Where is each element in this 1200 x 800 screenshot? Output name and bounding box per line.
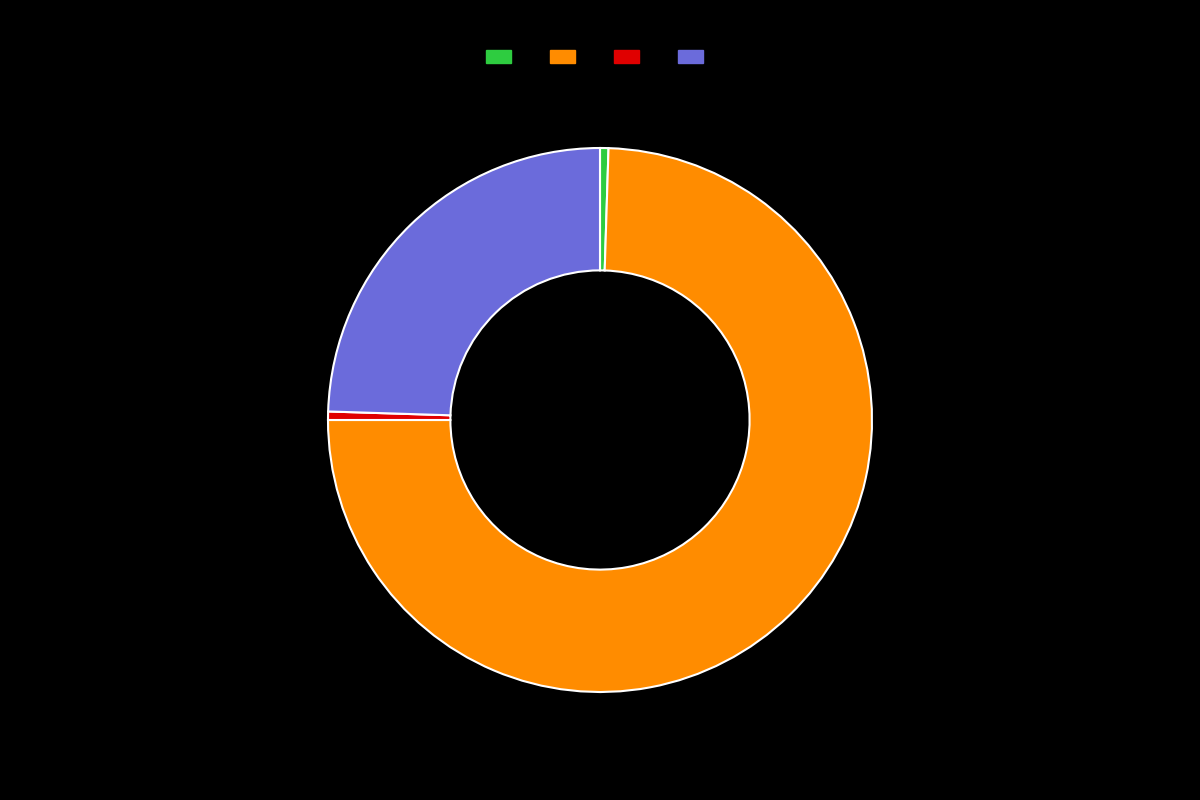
Legend: , , , : , , , xyxy=(482,46,718,69)
Wedge shape xyxy=(328,148,872,692)
Wedge shape xyxy=(328,411,450,420)
Wedge shape xyxy=(600,148,608,270)
Wedge shape xyxy=(328,148,600,415)
